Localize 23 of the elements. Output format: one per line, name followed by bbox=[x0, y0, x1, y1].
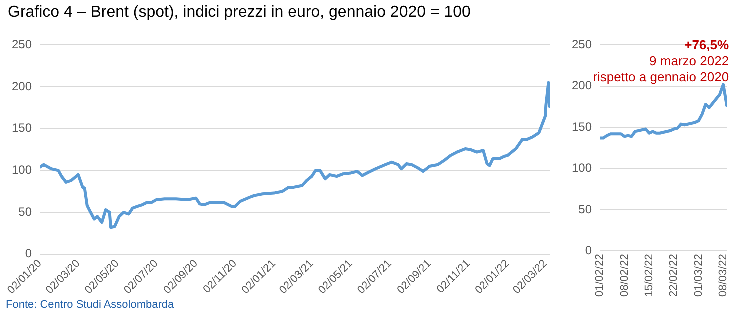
y-tick-label: 50 bbox=[578, 202, 592, 216]
source-note: Fonte: Centro Studi Assolombarda bbox=[6, 299, 174, 311]
annotation: rispetto a gennaio 2020 bbox=[593, 69, 730, 84]
y-tick-label: 50 bbox=[18, 204, 32, 219]
x-tick-label: 08/02/22 bbox=[618, 254, 631, 298]
y-tick-label: 100 bbox=[572, 161, 592, 176]
x-tick-label: 15/02/22 bbox=[643, 254, 656, 298]
y-tick-label: 150 bbox=[572, 120, 592, 134]
x-tick-label: 01/03/22 bbox=[692, 254, 705, 298]
y-tick-label: 200 bbox=[12, 79, 32, 94]
y-tick-label: 100 bbox=[12, 163, 32, 178]
y-tick-label: 150 bbox=[12, 121, 32, 136]
y-tick-label: 0 bbox=[25, 246, 32, 261]
y-tick-label: 200 bbox=[572, 78, 592, 93]
x-tick-label: 22/02/22 bbox=[668, 254, 680, 298]
y-tick-label: 0 bbox=[585, 243, 592, 258]
x-tick-label: 08/03/22 bbox=[718, 254, 730, 298]
y-tick-label: 250 bbox=[12, 38, 32, 52]
y-tick-label: 250 bbox=[572, 38, 592, 52]
annotation: 9 marzo 2022 bbox=[650, 53, 730, 68]
annotation: +76,5% bbox=[684, 37, 730, 52]
x-tick-label: 01/02/22 bbox=[594, 254, 606, 298]
chart-title: Grafico 4 – Brent (spot), indici prezzi in euro, gennaio 2020 = 100 bbox=[8, 4, 471, 22]
